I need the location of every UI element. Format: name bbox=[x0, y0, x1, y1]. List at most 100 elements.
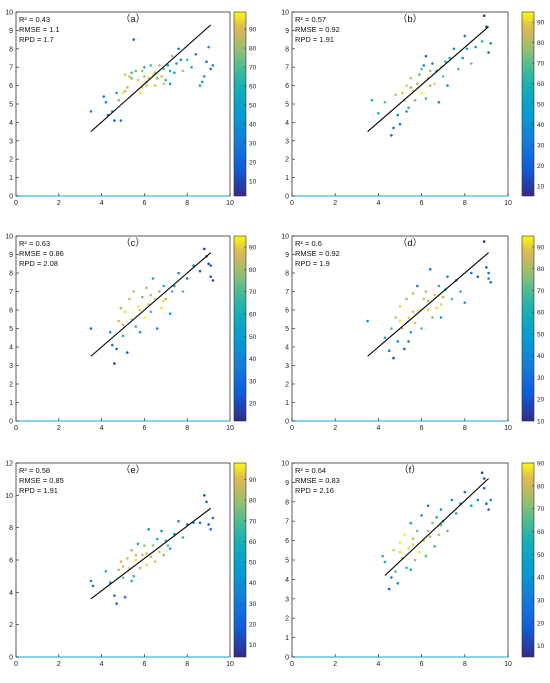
data-point bbox=[136, 305, 140, 308]
colorbar-tick-label: 60 bbox=[249, 539, 257, 546]
data-point bbox=[123, 73, 127, 76]
y-tick-label: 2 bbox=[285, 157, 289, 164]
data-point bbox=[428, 84, 432, 87]
data-point bbox=[381, 554, 385, 558]
data-point bbox=[480, 40, 484, 43]
y-tick-label: 6 bbox=[9, 558, 13, 565]
data-point bbox=[203, 247, 206, 251]
x-tick-label: 6 bbox=[420, 200, 424, 207]
data-point bbox=[450, 297, 454, 301]
data-point bbox=[168, 312, 172, 316]
data-point bbox=[121, 91, 125, 95]
y-tick-label: 12 bbox=[5, 461, 13, 468]
data-point bbox=[111, 343, 114, 347]
data-point bbox=[392, 126, 395, 130]
data-point bbox=[437, 100, 441, 104]
y-tick-label: 10 bbox=[5, 234, 13, 241]
data-point bbox=[487, 508, 490, 511]
data-point bbox=[91, 584, 95, 588]
colorbar-tick-label: 40 bbox=[249, 580, 257, 587]
data-point bbox=[428, 69, 432, 73]
data-point bbox=[134, 553, 138, 557]
colorbar-tick-label: 70 bbox=[537, 506, 545, 513]
data-point bbox=[113, 119, 116, 122]
data-point bbox=[426, 529, 430, 533]
x-tick-label: 8 bbox=[185, 661, 189, 668]
data-point bbox=[134, 69, 138, 73]
data-point bbox=[487, 51, 490, 54]
data-point bbox=[211, 516, 215, 520]
data-point bbox=[400, 91, 404, 95]
data-point bbox=[377, 111, 380, 115]
data-point bbox=[177, 519, 180, 523]
y-tick-label: 8 bbox=[9, 46, 13, 53]
data-point bbox=[134, 558, 138, 562]
data-point bbox=[121, 323, 125, 327]
data-point bbox=[465, 47, 469, 51]
colorbar-tick-label: 30 bbox=[249, 378, 257, 385]
data-point bbox=[147, 528, 150, 531]
r2-label: R² = 0.63 bbox=[19, 239, 50, 248]
colorbar-tick-label: 60 bbox=[537, 81, 545, 88]
colorbar-tick-label: 90 bbox=[537, 461, 545, 468]
y-tick-label: 6 bbox=[285, 83, 289, 90]
data-point bbox=[123, 89, 127, 93]
data-point bbox=[175, 62, 178, 65]
data-point bbox=[431, 62, 434, 65]
data-point bbox=[126, 557, 129, 560]
data-point bbox=[128, 75, 131, 78]
y-tick-label: 7 bbox=[285, 519, 289, 526]
data-point bbox=[173, 71, 176, 74]
x-tick-label: 8 bbox=[185, 200, 189, 207]
y-tick-label: 10 bbox=[281, 234, 289, 241]
data-point bbox=[431, 521, 434, 525]
data-point bbox=[130, 71, 133, 74]
data-point bbox=[130, 549, 133, 552]
y-tick-label: 9 bbox=[285, 28, 289, 35]
colorbar-tick-label: 60 bbox=[537, 529, 545, 536]
data-point bbox=[115, 91, 118, 95]
colorbar-tick-label: 10 bbox=[537, 643, 545, 650]
data-point bbox=[420, 514, 423, 517]
colorbar-tick-label: 40 bbox=[537, 122, 545, 129]
r2-label: R² = 0.6 bbox=[295, 239, 322, 248]
rpd-label: RPD = 2.16 bbox=[295, 486, 334, 495]
data-point bbox=[141, 69, 144, 73]
data-point bbox=[398, 122, 402, 126]
fit-line bbox=[90, 24, 212, 133]
data-point bbox=[143, 544, 146, 547]
y-tick-label: 9 bbox=[285, 480, 289, 487]
data-point bbox=[209, 275, 212, 279]
data-point bbox=[102, 95, 105, 98]
data-point bbox=[153, 560, 157, 563]
data-point bbox=[117, 568, 120, 571]
y-tick-label: 1 bbox=[285, 400, 289, 407]
data-point bbox=[138, 566, 142, 570]
data-point bbox=[435, 516, 439, 519]
x-tick-label: 6 bbox=[420, 661, 424, 668]
r2-label: R² = 0.58 bbox=[19, 466, 50, 475]
data-point bbox=[426, 299, 430, 303]
data-point bbox=[121, 334, 125, 338]
data-point bbox=[463, 301, 467, 304]
colorbar-tick-label: 10 bbox=[537, 419, 545, 426]
data-point bbox=[413, 321, 417, 325]
y-tick-label: 0 bbox=[9, 655, 13, 662]
data-point bbox=[151, 277, 155, 280]
data-point bbox=[446, 275, 449, 279]
data-point bbox=[177, 271, 180, 275]
data-point bbox=[446, 529, 449, 533]
data-point bbox=[149, 64, 153, 67]
data-point bbox=[121, 576, 125, 580]
y-tick-label: 3 bbox=[9, 138, 13, 145]
data-point bbox=[422, 64, 426, 67]
data-point bbox=[480, 471, 484, 475]
data-point bbox=[407, 106, 410, 109]
y-tick-label: 0 bbox=[9, 194, 13, 201]
colorbar-tick-label: 20 bbox=[537, 163, 545, 170]
colorbar-tick-label: 70 bbox=[249, 289, 257, 296]
data-point bbox=[485, 266, 488, 269]
x-tick-label: 10 bbox=[504, 425, 512, 432]
